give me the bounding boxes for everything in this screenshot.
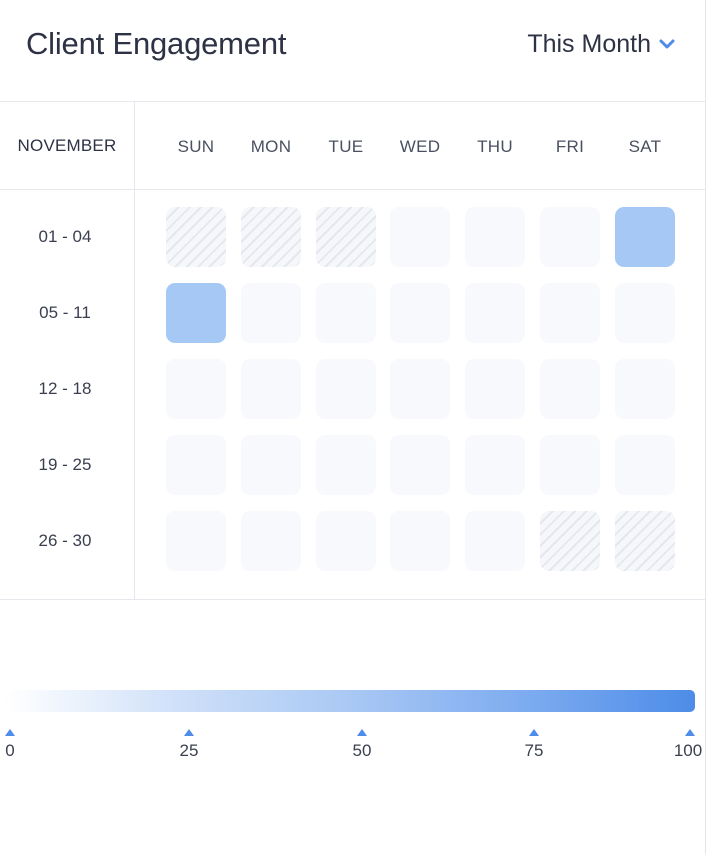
scale-tick-marker [685,729,695,736]
color-scale-bar [5,690,695,712]
week-label: 05 - 11 [39,303,91,322]
heatmap-cell-empty[interactable] [390,207,450,267]
scale-tick-label: 25 [179,741,199,760]
scale-tick-marker [184,729,194,736]
day-header-wed: WED [399,137,441,156]
week-label: 01 - 04 [38,227,92,246]
heatmap-cell-empty[interactable] [390,435,450,495]
heatmap-cell-empty[interactable] [241,435,301,495]
heatmap-cell-empty[interactable] [540,207,600,267]
divider-vertical [134,102,135,600]
week-label: 19 - 25 [38,455,92,474]
heatmap-cell-empty[interactable] [540,283,600,343]
heatmap-cell-empty[interactable] [465,283,525,343]
heatmap-cell-active[interactable] [615,207,675,267]
heatmap-cell-empty[interactable] [316,435,376,495]
week-label: 26 - 30 [38,531,92,550]
heatmap-cell-active[interactable] [166,283,226,343]
heatmap-cell-inactive [316,207,376,267]
heatmap-cell-empty[interactable] [465,359,525,419]
heatmap-cell-empty[interactable] [390,359,450,419]
scale-tick-marker [5,729,15,736]
heatmap-cell-empty[interactable] [390,283,450,343]
heatmap-cell-empty[interactable] [465,435,525,495]
divider-header [0,189,705,190]
day-header-fri: FRI [555,137,585,156]
heatmap-cell-empty[interactable] [540,359,600,419]
month-label: NOVEMBER [17,136,117,155]
heatmap-cell-empty[interactable] [615,283,675,343]
chevron-down-icon [659,39,675,50]
heatmap-cell-inactive [615,511,675,571]
heatmap-cell-empty[interactable] [316,283,376,343]
heatmap-cell-empty[interactable] [241,359,301,419]
scale-tick-marker [357,729,367,736]
heatmap-cell-empty[interactable] [166,511,226,571]
heatmap-cell-empty[interactable] [166,359,226,419]
scale-tick-label: 75 [524,741,544,760]
day-header-sun: SUN [177,137,215,156]
heatmap-cell-empty[interactable] [241,283,301,343]
week-label: 12 - 18 [38,379,92,398]
heatmap-cell-empty[interactable] [615,435,675,495]
day-header-tue: TUE [328,137,364,156]
divider-bottom [0,599,705,600]
heatmap-cell-empty[interactable] [390,511,450,571]
day-header-mon: MON [250,137,292,156]
day-header-sat: SAT [628,137,662,156]
heatmap-cell-empty[interactable] [465,511,525,571]
heatmap-cell-empty[interactable] [241,511,301,571]
heatmap-cell-empty[interactable] [615,359,675,419]
range-dropdown-label: This Month [527,30,651,58]
range-dropdown[interactable]: This Month [527,30,675,59]
heatmap-cell-empty[interactable] [540,435,600,495]
heatmap-cell-inactive [166,207,226,267]
scale-tick-label: 50 [352,741,372,760]
day-header-thu: THU [477,137,513,156]
scale-tick-label: 0 [5,741,15,760]
heatmap-cell-empty[interactable] [316,359,376,419]
heatmap-cell-empty[interactable] [166,435,226,495]
heatmap-cell-empty[interactable] [316,511,376,571]
scale-tick-marker [529,729,539,736]
scale-tick-label: 100 [673,741,703,760]
heatmap-cell-empty[interactable] [465,207,525,267]
card-title: Client Engagement [26,26,287,61]
divider-top [0,101,705,102]
heatmap-cell-inactive [540,511,600,571]
heatmap-cell-inactive [241,207,301,267]
